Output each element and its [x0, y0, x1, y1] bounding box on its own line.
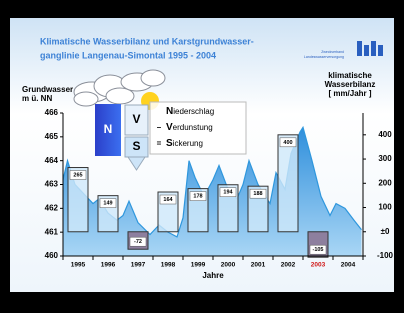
organization: Zweckverband	[321, 50, 344, 54]
title-line: Klimatische Wasserbilanz und Karstgrundw…	[40, 36, 254, 46]
diagram-letter: S	[132, 139, 140, 153]
value-label: 194	[223, 190, 233, 196]
y-tick-label: 460	[45, 251, 59, 260]
legend-label: Niederschlag	[166, 104, 214, 120]
value-label: 400	[283, 140, 292, 146]
y2-tick-label: 300	[378, 154, 392, 163]
x-tick-label: 1995	[71, 262, 86, 269]
y-axis-title: m ü. NN	[22, 94, 52, 103]
diagram-letter: N	[104, 122, 113, 136]
value-label: -72	[134, 239, 142, 245]
x-tick-label: 2000	[221, 262, 236, 269]
y-tick-label: 463	[45, 180, 59, 189]
x-tick-label: 2004	[341, 262, 356, 269]
y2-tick-label: ±0	[381, 227, 390, 236]
chart: Klimatische Wasserbilanz und Karstgrundw…	[0, 0, 404, 313]
title-line: ganglinie Langenau-Simontal 1995 - 2004	[40, 50, 216, 60]
diagram-letter: V	[132, 112, 140, 126]
y2-tick-label: 200	[378, 178, 392, 187]
bar	[278, 135, 298, 232]
y-axis-title: Grundwasser	[22, 85, 73, 94]
x-tick-label: 2001	[251, 262, 266, 269]
value-label: 164	[163, 197, 173, 203]
y2-tick-label: 400	[378, 130, 392, 139]
y2-tick-label: 100	[378, 203, 392, 212]
value-label: 149	[103, 201, 112, 207]
value-label: 178	[193, 194, 202, 200]
x-tick-label: 1996	[101, 262, 116, 269]
legend-symbol: =	[152, 136, 166, 152]
legend: Niederschlag–Verdunstung=Sickerung	[152, 104, 244, 152]
y2-tick-label: -100	[377, 251, 394, 260]
x-tick-label: 1997	[131, 262, 146, 269]
legend-symbol: –	[152, 120, 166, 136]
y2-axis-title: klimatische	[328, 71, 372, 80]
value-label: -105	[312, 247, 323, 253]
legend-label: Sickerung	[166, 136, 203, 152]
y2-axis-title: [ mm/Jahr ]	[328, 89, 371, 98]
value-label: 265	[73, 172, 82, 178]
value-label: 188	[253, 191, 262, 197]
y-tick-label: 466	[45, 108, 59, 117]
x-tick-label: 1998	[161, 262, 176, 269]
legend-item: Niederschlag	[152, 104, 244, 120]
y-tick-label: 462	[45, 203, 59, 212]
y2-axis-title: Wasserbilanz	[325, 80, 376, 89]
organization: Landeswasserversorgung	[304, 55, 344, 59]
x-axis-title: Jahre	[202, 271, 224, 280]
x-tick-label: 1999	[191, 262, 206, 269]
legend-item: =Sickerung	[152, 136, 244, 152]
legend-label: Verdunstung	[166, 120, 213, 136]
x-tick-label: 2003	[311, 262, 326, 269]
y-tick-label: 461	[45, 227, 59, 236]
y-tick-label: 465	[45, 132, 59, 141]
page: Klimatische Wasserbilanz und Karstgrundw…	[0, 0, 404, 313]
legend-item: –Verdunstung	[152, 120, 244, 136]
y-tick-label: 464	[45, 156, 59, 165]
x-tick-label: 2002	[281, 262, 296, 269]
